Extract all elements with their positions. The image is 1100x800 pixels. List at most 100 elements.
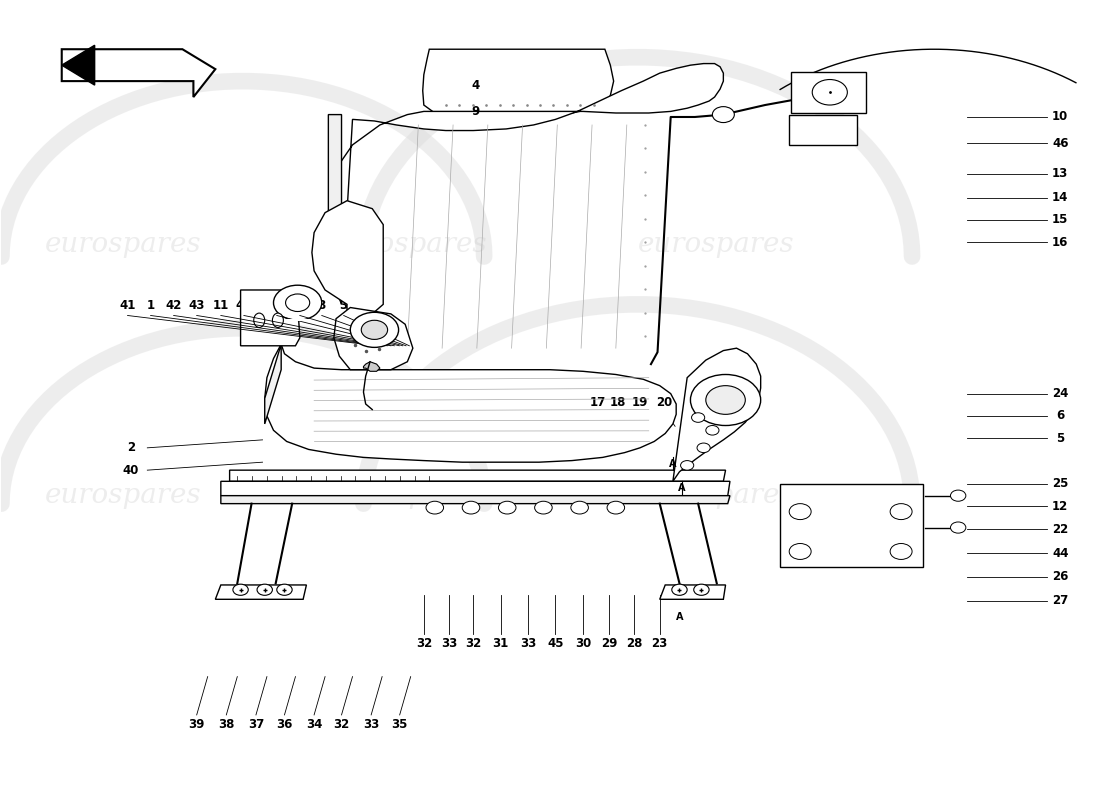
Text: 13: 13 [1052,167,1068,180]
Text: 9: 9 [471,105,480,118]
Polygon shape [62,50,216,97]
Circle shape [692,413,705,422]
Text: 2: 2 [126,442,135,454]
Circle shape [890,543,912,559]
Text: 5: 5 [1056,432,1065,445]
Text: 37: 37 [248,718,264,731]
Text: eurospares: eurospares [331,482,487,509]
Circle shape [462,502,480,514]
Text: 44: 44 [1052,546,1068,559]
Polygon shape [230,470,726,482]
Polygon shape [265,344,282,424]
Text: A: A [678,482,685,493]
Circle shape [277,584,293,595]
Circle shape [694,584,710,595]
Circle shape [950,522,966,533]
Polygon shape [660,585,726,599]
Circle shape [713,106,735,122]
Text: 36: 36 [276,718,293,731]
Text: 11: 11 [212,299,229,313]
Polygon shape [221,482,730,496]
Text: 29: 29 [601,637,617,650]
Text: 1: 1 [146,299,155,313]
Text: 33: 33 [520,637,536,650]
Circle shape [426,502,443,514]
Text: 12: 12 [1052,499,1068,513]
Text: 20: 20 [656,396,672,409]
Polygon shape [241,290,300,346]
Circle shape [789,543,811,559]
Circle shape [571,502,588,514]
Polygon shape [329,63,724,304]
Circle shape [706,426,719,435]
Text: 25: 25 [1052,478,1068,490]
Polygon shape [216,585,307,599]
Circle shape [681,461,694,470]
Text: 4: 4 [471,78,480,91]
Text: 10: 10 [1052,110,1068,123]
Text: 32: 32 [333,718,350,731]
Text: 7: 7 [296,299,304,313]
Polygon shape [780,484,923,567]
Polygon shape [673,348,761,482]
Text: eurospares: eurospares [45,231,202,258]
Text: 8: 8 [318,299,326,313]
Text: 46: 46 [1052,137,1068,150]
Text: 15: 15 [1052,214,1068,226]
Text: A: A [669,458,676,469]
Text: 33: 33 [363,718,379,731]
Text: 23: 23 [651,637,668,650]
Polygon shape [62,46,95,85]
Circle shape [812,79,847,105]
Polygon shape [363,362,379,371]
Text: 40: 40 [123,464,139,477]
Polygon shape [329,114,341,304]
Polygon shape [791,71,866,113]
Circle shape [257,584,273,595]
Circle shape [274,286,322,320]
Text: 42: 42 [235,299,252,313]
Circle shape [498,502,516,514]
Text: 32: 32 [416,637,432,650]
Text: 26: 26 [1052,570,1068,583]
Circle shape [950,490,966,502]
Text: 17: 17 [591,396,606,409]
Text: eurospares: eurospares [331,231,487,258]
Ellipse shape [273,313,284,327]
Circle shape [706,386,746,414]
Text: 32: 32 [465,637,482,650]
Text: eurospares: eurospares [45,482,202,509]
Circle shape [697,443,711,453]
Text: 39: 39 [188,718,205,731]
Text: 24: 24 [1052,387,1068,400]
Circle shape [607,502,625,514]
Text: 31: 31 [493,637,508,650]
Circle shape [535,502,552,514]
Text: 28: 28 [626,637,642,650]
Text: 16: 16 [1052,236,1068,249]
Text: 33: 33 [441,637,458,650]
Polygon shape [333,307,412,370]
Circle shape [789,504,811,519]
Polygon shape [312,201,383,314]
Circle shape [233,584,249,595]
Polygon shape [789,114,857,145]
Ellipse shape [254,313,265,327]
Text: 14: 14 [1052,191,1068,204]
Text: 6: 6 [1056,410,1065,422]
Text: 45: 45 [547,637,563,650]
Text: eurospares: eurospares [638,482,794,509]
Text: 43: 43 [188,299,205,313]
Text: 38: 38 [218,718,234,731]
Text: 35: 35 [392,718,408,731]
Text: 21: 21 [713,396,729,409]
Text: 6: 6 [273,299,280,313]
Circle shape [890,504,912,519]
Text: 34: 34 [306,718,322,731]
Circle shape [350,312,398,347]
Circle shape [286,294,310,311]
Text: 42: 42 [165,299,182,313]
Text: eurospares: eurospares [638,231,794,258]
Polygon shape [265,344,676,462]
Text: 30: 30 [575,637,591,650]
